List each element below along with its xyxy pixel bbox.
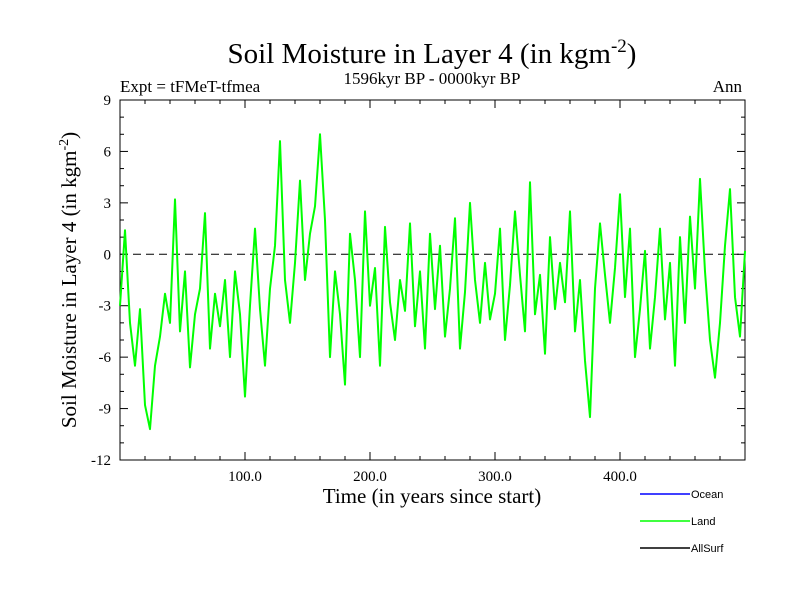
y-axis-tick-labels: -12 -9 -6 -3 0 3 6 9	[91, 93, 112, 469]
y-tick-label: -3	[99, 299, 112, 315]
y-tick-label: 6	[104, 144, 112, 160]
y-tick-label: 3	[104, 196, 112, 212]
y-tick-label: -12	[91, 453, 111, 469]
y-tick-label: 0	[104, 247, 112, 263]
chart-title: Soil Moisture in Layer 4 (in kgm-2)	[228, 36, 637, 70]
series-line-land	[119, 133, 746, 431]
x-tick-label: 400.0	[603, 469, 637, 485]
x-axis-title: Time (in years since start)	[323, 484, 542, 508]
legend: Ocean Land AllSurf	[640, 489, 724, 555]
plot-area-frame	[119, 99, 746, 461]
y-axis-title: Soil Moisture in Layer 4 (in kgm-2)	[57, 132, 81, 428]
y-tick-label: 9	[104, 93, 112, 109]
legend-label-land: Land	[691, 516, 715, 528]
experiment-label: Expt = tFMeT-tfmea	[120, 77, 261, 96]
time-range-label: 1596kyr BP - 0000kyr BP	[344, 69, 521, 88]
legend-label-allsurf: AllSurf	[691, 543, 724, 555]
y-tick-label: -6	[99, 350, 112, 366]
x-tick-label: 100.0	[228, 469, 262, 485]
x-tick-label: 300.0	[478, 469, 512, 485]
season-label: Ann	[713, 77, 743, 96]
x-axis-tick-labels: 100.0 200.0 300.0 400.0	[228, 469, 637, 485]
x-tick-label: 200.0	[353, 469, 387, 485]
legend-label-ocean: Ocean	[691, 489, 723, 501]
y-tick-label: -9	[99, 402, 112, 418]
